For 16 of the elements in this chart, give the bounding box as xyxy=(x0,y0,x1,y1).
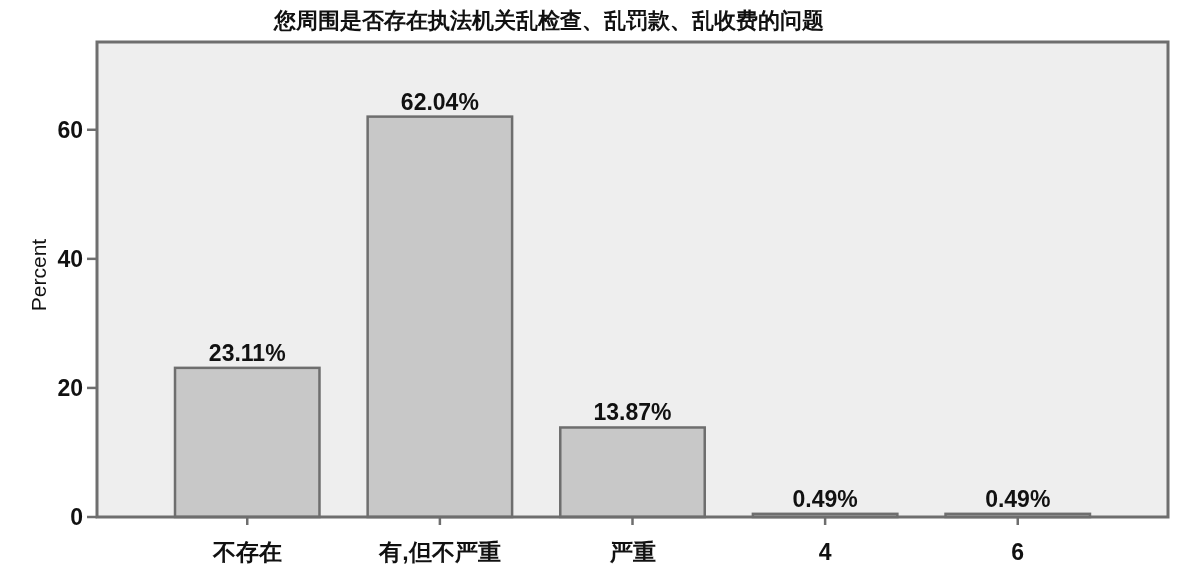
y-tick-label: 60 xyxy=(57,116,83,143)
data-label: 0.49% xyxy=(792,485,858,512)
data-label: 23.11% xyxy=(208,339,286,366)
x-tick-label: 严重 xyxy=(608,539,656,565)
x-tick-label: 4 xyxy=(818,539,832,565)
data-label: 0.49% xyxy=(985,485,1051,512)
y-axis-title: Percent xyxy=(27,238,50,312)
x-tick-label: 有,但不严重 xyxy=(378,539,501,565)
y-tick-label: 20 xyxy=(57,374,83,401)
data-label: 13.87% xyxy=(593,399,672,426)
x-tick-label: 不存在 xyxy=(211,539,282,565)
y-tick-label: 40 xyxy=(57,245,83,272)
chart-title: 您周围是否存在执法机关乱检查、乱罚款、乱收费的问题 xyxy=(273,8,824,33)
data-label: 62.04% xyxy=(400,88,479,115)
x-tick-label: 6 xyxy=(1011,539,1025,565)
y-tick-label: 0 xyxy=(70,504,83,530)
